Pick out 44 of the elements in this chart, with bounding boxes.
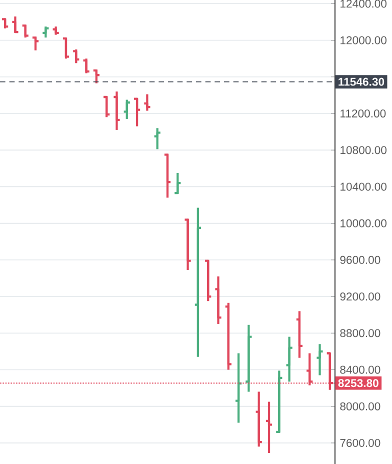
candlestick	[285, 336, 294, 383]
candlestick	[82, 58, 90, 74]
ref-line-label: 11546.30	[338, 78, 384, 86]
y-tick-label: 11200.00	[340, 109, 386, 118]
y-tick-label: 12000.00	[340, 36, 387, 44]
candlestick	[42, 25, 50, 39]
y-tick-label: 8000.00	[340, 402, 380, 410]
candlestick	[21, 24, 30, 39]
candlestick	[316, 343, 324, 376]
candlestick	[11, 15, 20, 34]
candlestick	[62, 36, 70, 60]
ref-line-label: 8253.80	[338, 379, 378, 388]
y-tick-label: 9600.00	[340, 256, 380, 264]
candlestick	[174, 172, 182, 196]
candlestick	[132, 96, 142, 128]
candlestick	[184, 218, 192, 272]
candlestick	[275, 370, 284, 434]
candlestick	[72, 48, 80, 64]
y-tick-label: 8800.00	[340, 329, 380, 338]
candlestick	[295, 310, 304, 359]
candlestick	[264, 400, 274, 454]
y-tick-label: 10000.00	[340, 219, 387, 228]
candlestick	[224, 302, 233, 371]
candlestick	[0, 17, 10, 30]
candlestick	[102, 95, 111, 118]
candlestick	[31, 36, 40, 52]
candlestick	[214, 275, 222, 326]
candlestick	[204, 258, 212, 302]
candlestick	[143, 93, 152, 112]
candlestick	[122, 98, 132, 120]
candlestick	[244, 324, 253, 393]
candlestick	[112, 90, 121, 132]
candlestick	[163, 152, 172, 199]
candlestick	[153, 127, 162, 150]
y-tick-label: 10800.00	[340, 146, 387, 154]
y-tick-label: 9200.00	[340, 292, 380, 301]
y-tick-label: 7600.00	[340, 438, 380, 447]
candlestick	[194, 206, 202, 358]
y-tick-label: 8400.00	[340, 366, 380, 374]
candlestick	[234, 352, 243, 424]
y-tick-label: 12400.00	[340, 0, 387, 8]
y-tick-label: 10400.00	[340, 182, 387, 191]
candlestick	[92, 68, 101, 84]
candlestick	[254, 390, 263, 448]
